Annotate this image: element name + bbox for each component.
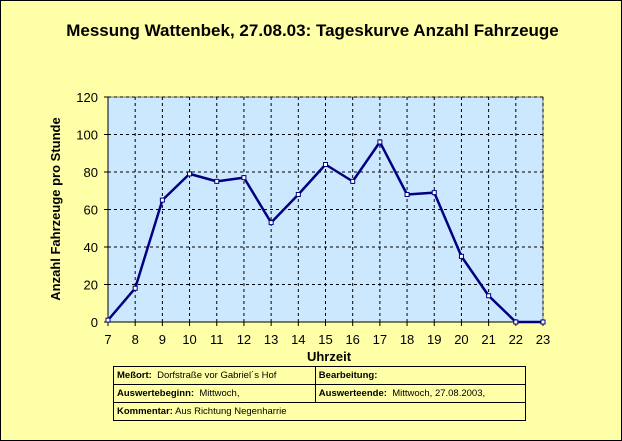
data-point [241,175,247,181]
data-point [540,319,546,325]
info-kommentar-value: Aus Richtung Negenharrie [175,406,287,417]
x-tick-label: 20 [454,332,468,347]
y-tick-label: 100 [76,128,98,143]
x-tick-label: 14 [291,332,305,347]
x-axis-ticks: 7 8 9 10 11 12 13 14 15 16 17 18 19 20 21 22 23 [104,322,550,347]
x-tick-label: 23 [536,332,550,347]
x-tick-label: 11 [210,332,224,347]
data-point [268,220,274,226]
x-tick-label: 12 [237,332,251,347]
data-point [132,285,138,291]
data-point [431,190,437,196]
x-tick-label: 8 [132,332,139,347]
info-ende-cell: Auswerteende: Mittwoch, 27.08.2003, [314,384,527,403]
y-axis-label: Anzahl Fahrzeuge pro Stunde [48,117,63,300]
data-point [377,139,383,145]
data-point [187,171,193,177]
y-tick-label: 120 [76,90,98,105]
x-tick-label: 19 [427,332,441,347]
x-tick-label: 9 [159,332,166,347]
data-point [404,192,410,197]
info-bearbeitung-cell: Bearbeitung: [314,366,527,385]
data-point [323,162,328,167]
data-point [458,253,464,259]
data-point [105,317,111,323]
data-point [350,178,356,184]
info-table: Meßort: Dorfstraße vor Gabriel´s Hof Bea… [113,366,527,421]
y-tick-label: 0 [91,315,98,330]
y-tick-label: 60 [84,203,98,218]
info-ende-value: Mittwoch, 27.08.2003, [392,388,486,399]
info-beginn-label: Auswertebeginn: [117,388,195,399]
info-kommentar-cell: Kommentar: Aus Richtung Negenharrie [113,402,526,421]
data-point [214,178,220,184]
info-kommentar-label: Kommentar: [117,406,173,417]
info-bearbeitung-label: Bearbeitung: [318,370,378,381]
y-axis-ticks: 0 20 40 60 80 100 120 [76,90,108,330]
x-tick-label: 17 [373,332,387,347]
y-tick-label: 80 [84,165,98,180]
x-tick-label: 10 [182,332,196,347]
y-tick-label: 20 [84,278,98,293]
x-tick-label: 13 [264,332,278,347]
info-messort-value: Dorfstraße vor Gabriel´s Hof [157,370,277,381]
x-tick-label: 22 [509,332,523,347]
info-ende-label: Auswerteende: [318,388,387,399]
x-tick-label: 21 [481,332,495,347]
info-beginn-cell: Auswertebeginn: Mittwoch, [113,384,316,403]
data-point [295,192,301,197]
data-point [486,293,492,299]
y-tick-label: 40 [84,240,98,255]
gridlines [108,96,544,322]
x-tick-label: 15 [318,332,332,347]
data-point [159,197,165,203]
data-point [513,319,519,325]
info-beginn-value: Mittwoch, [199,388,240,399]
info-messort-cell: Meßort: Dorfstraße vor Gabriel´s Hof [113,366,316,385]
x-axis-label: Uhrzeit [307,349,352,364]
series-markers [105,139,546,325]
x-tick-label: 18 [400,332,414,347]
chart-title: Messung Wattenbek, 27.08.03: Tageskurve … [66,21,559,40]
x-tick-label: 7 [104,332,111,347]
info-messort-label: Meßort: [117,370,152,381]
x-tick-label: 16 [345,332,359,347]
